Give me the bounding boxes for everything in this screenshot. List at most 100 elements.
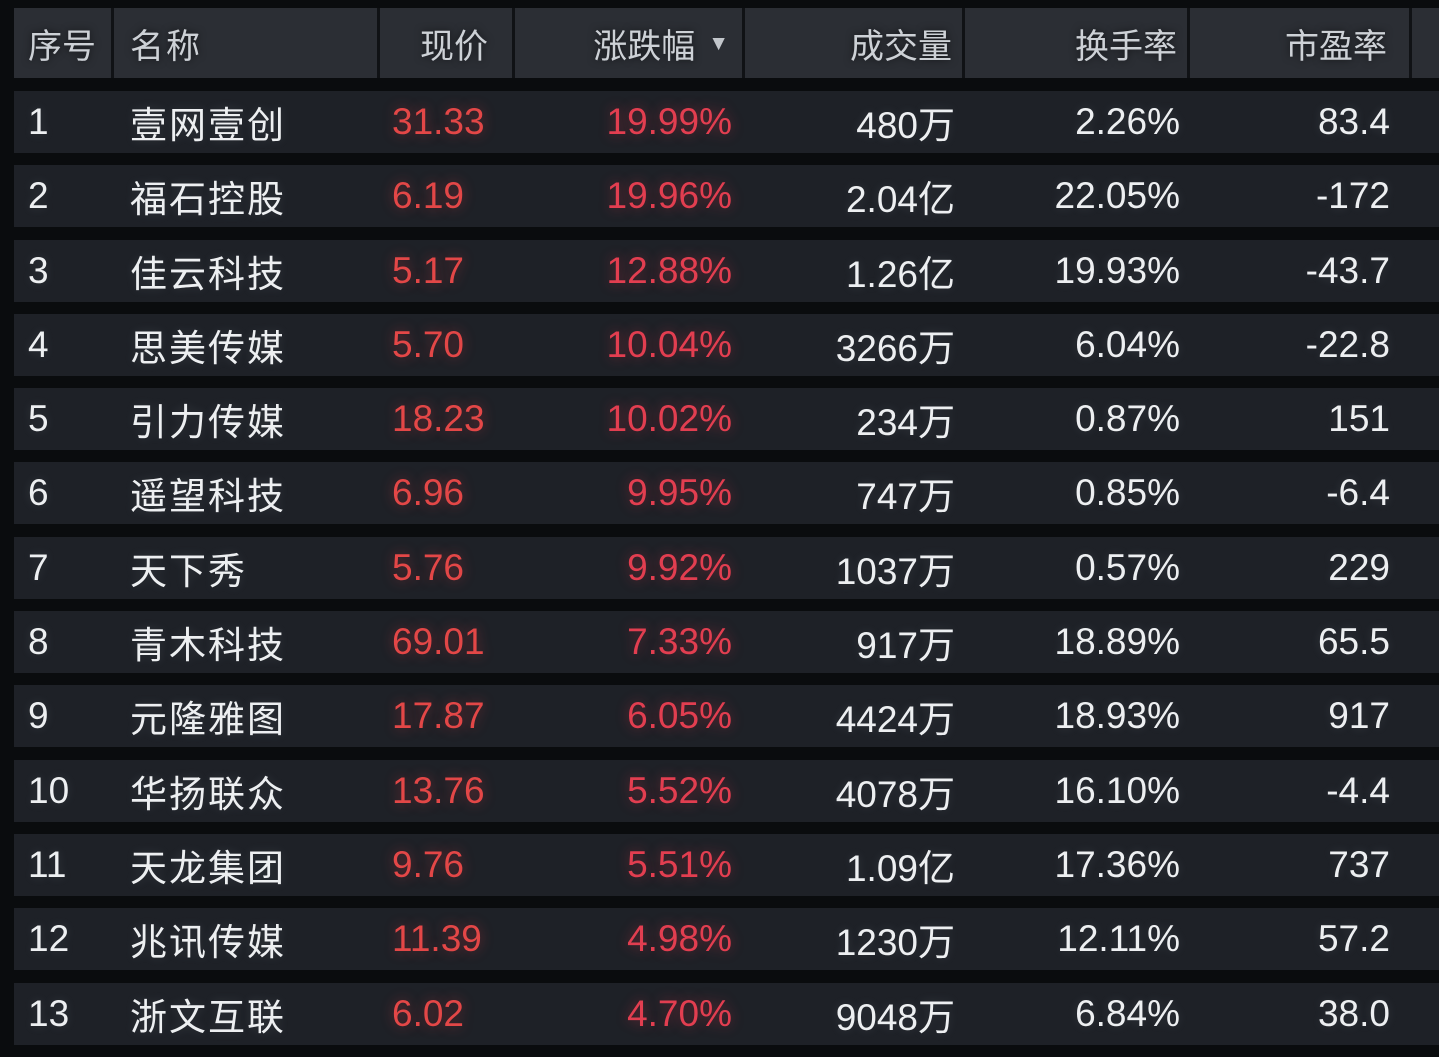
stock-price: 9.76 [392, 843, 465, 885]
table-row[interactable]: 12 兆讯传媒 11.39 4.98% 1230万 12.11% 57.2 [14, 908, 1439, 971]
stock-rank: 1 [28, 101, 49, 142]
stock-volume: 1.26亿 [845, 253, 955, 295]
stock-volume: 917万 [856, 625, 955, 667]
stock-change-percent: 9.95% [627, 472, 732, 514]
stock-volume: 4424万 [835, 699, 955, 741]
stock-turnover-rate: 2.26% [1075, 101, 1180, 142]
stock-name: 浙文互联 [130, 996, 286, 1038]
stock-price: 6.96 [392, 472, 465, 514]
stock-rank: 4 [28, 323, 49, 365]
stock-name: 天下秀 [130, 550, 247, 592]
stock-name: 华扬联众 [130, 773, 286, 815]
stock-turnover-rate: 6.04% [1075, 323, 1180, 365]
stock-rank: 7 [28, 546, 49, 588]
stock-turnover-rate: 22.05% [1054, 175, 1181, 217]
column-header-turnover[interactable]: 换手率 [965, 8, 1190, 78]
stock-rank: 10 [28, 769, 70, 811]
stock-pe-ratio: 151 [1328, 398, 1390, 440]
stock-price: 69.01 [392, 621, 485, 663]
stock-change-percent: 7.33% [627, 621, 732, 663]
stock-price: 5.70 [392, 323, 465, 365]
stock-price: 5.76 [392, 546, 465, 588]
stock-change-percent: 6.05% [627, 695, 732, 737]
column-header-pe[interactable]: 市盈率 [1190, 8, 1412, 78]
table-row[interactable]: 3 佳云科技 5.17 12.88% 1.26亿 19.93% -43.7 [14, 239, 1439, 302]
stock-change-percent: 5.52% [627, 769, 732, 811]
stock-pe-ratio: 65.5 [1317, 621, 1390, 663]
stock-pe-ratio: -43.7 [1305, 249, 1390, 291]
stock-rank: 8 [28, 621, 49, 663]
table-row[interactable]: 7 天下秀 5.76 9.92% 1037万 0.57% 229 [14, 536, 1439, 599]
stock-change-percent: 4.70% [627, 992, 732, 1034]
stock-turnover-rate: 17.36% [1054, 843, 1181, 885]
stock-change-percent: 4.98% [627, 918, 732, 960]
stock-rank: 9 [28, 695, 49, 737]
stock-name: 佳云科技 [130, 253, 286, 295]
header-filler [1412, 8, 1439, 78]
column-header-change-label: 涨跌幅 [593, 27, 696, 66]
stock-pe-ratio: 83.4 [1317, 101, 1390, 142]
stock-price: 11.39 [392, 918, 482, 960]
stock-name: 兆讯传媒 [130, 922, 286, 964]
stock-price: 17.87 [392, 695, 485, 737]
stock-change-percent: 9.92% [627, 546, 732, 588]
stock-price: 5.17 [392, 249, 465, 291]
stock-change-percent: 19.99% [606, 101, 733, 142]
stock-turnover-rate: 18.93% [1054, 695, 1181, 737]
table-row[interactable]: 1 壹网壹创 31.33 19.99% 480万 2.26% 83.4 [14, 91, 1439, 153]
stock-turnover-rate: 16.10% [1054, 769, 1181, 811]
stock-turnover-rate: 0.85% [1075, 472, 1180, 514]
table-row[interactable]: 6 遥望科技 6.96 9.95% 747万 0.85% -6.4 [14, 462, 1439, 525]
stock-price: 6.19 [392, 175, 465, 217]
stock-rank: 5 [28, 398, 49, 440]
stock-rank: 6 [28, 472, 49, 514]
stock-list-screen: 序号 名称 现价 涨跌幅 ▼ 成交量 换手率 市盈率 1 壹网壹创 31.33 … [14, 0, 1439, 1057]
stock-name: 福石控股 [130, 179, 286, 221]
stock-name: 天龙集团 [130, 847, 286, 889]
stock-volume: 480万 [856, 105, 955, 146]
stock-pe-ratio: -6.4 [1326, 472, 1390, 514]
table-row[interactable]: 2 福石控股 6.19 19.96% 2.04亿 22.05% -172 [14, 165, 1439, 228]
stock-price: 13.76 [392, 769, 485, 811]
stock-rank: 13 [28, 992, 70, 1034]
table-row[interactable]: 10 华扬联众 13.76 5.52% 4078万 16.10% -4.4 [14, 759, 1439, 822]
stock-volume: 747万 [856, 476, 955, 518]
stock-name: 元隆雅图 [130, 699, 286, 741]
table-row[interactable]: 4 思美传媒 5.70 10.04% 3266万 6.04% -22.8 [14, 313, 1439, 376]
stock-volume: 234万 [856, 402, 955, 444]
table-row[interactable]: 9 元隆雅图 17.87 6.05% 4424万 18.93% 917 [14, 685, 1439, 748]
stock-volume: 9048万 [835, 996, 955, 1038]
stock-pe-ratio: 917 [1328, 695, 1390, 737]
stock-table-body: 1 壹网壹创 31.33 19.99% 480万 2.26% 83.4 2 福石… [14, 91, 1439, 1045]
stock-change-percent: 19.96% [606, 175, 733, 217]
stock-name: 思美传媒 [130, 327, 286, 369]
stock-rank: 3 [28, 249, 49, 291]
stock-pe-ratio: 737 [1328, 843, 1390, 885]
stock-volume: 1037万 [835, 550, 955, 592]
stock-volume: 2.04亿 [845, 179, 955, 221]
stock-volume: 3266万 [835, 327, 955, 369]
table-row[interactable]: 13 浙文互联 6.02 4.70% 9048万 6.84% 38.0 [14, 982, 1439, 1045]
stock-turnover-rate: 6.84% [1075, 992, 1180, 1034]
stock-pe-ratio: 229 [1328, 546, 1390, 588]
table-row[interactable]: 5 引力传媒 18.23 10.02% 234万 0.87% 151 [14, 388, 1439, 451]
stock-pe-ratio: -172 [1315, 175, 1390, 217]
stock-name: 遥望科技 [130, 476, 286, 518]
column-header-change[interactable]: 涨跌幅 ▼ [515, 8, 745, 78]
table-row[interactable]: 8 青木科技 69.01 7.33% 917万 18.89% 65.5 [14, 611, 1439, 674]
stock-volume: 1230万 [835, 922, 955, 964]
stock-pe-ratio: 57.2 [1317, 918, 1390, 960]
column-header-volume[interactable]: 成交量 [745, 8, 965, 78]
column-header-name[interactable]: 名称 [114, 8, 380, 78]
stock-rank: 12 [28, 918, 70, 960]
column-header-seq[interactable]: 序号 [14, 8, 114, 78]
stock-change-percent: 10.04% [606, 323, 733, 365]
stock-rank: 11 [28, 843, 67, 885]
stock-turnover-rate: 19.93% [1054, 249, 1181, 291]
column-header-price[interactable]: 现价 [380, 8, 515, 78]
stock-name: 青木科技 [130, 625, 286, 667]
stock-change-percent: 12.88% [606, 249, 733, 291]
stock-volume: 4078万 [835, 773, 955, 815]
table-row[interactable]: 11 天龙集团 9.76 5.51% 1.09亿 17.36% 737 [14, 833, 1439, 896]
table-header: 序号 名称 现价 涨跌幅 ▼ 成交量 换手率 市盈率 [14, 8, 1439, 78]
